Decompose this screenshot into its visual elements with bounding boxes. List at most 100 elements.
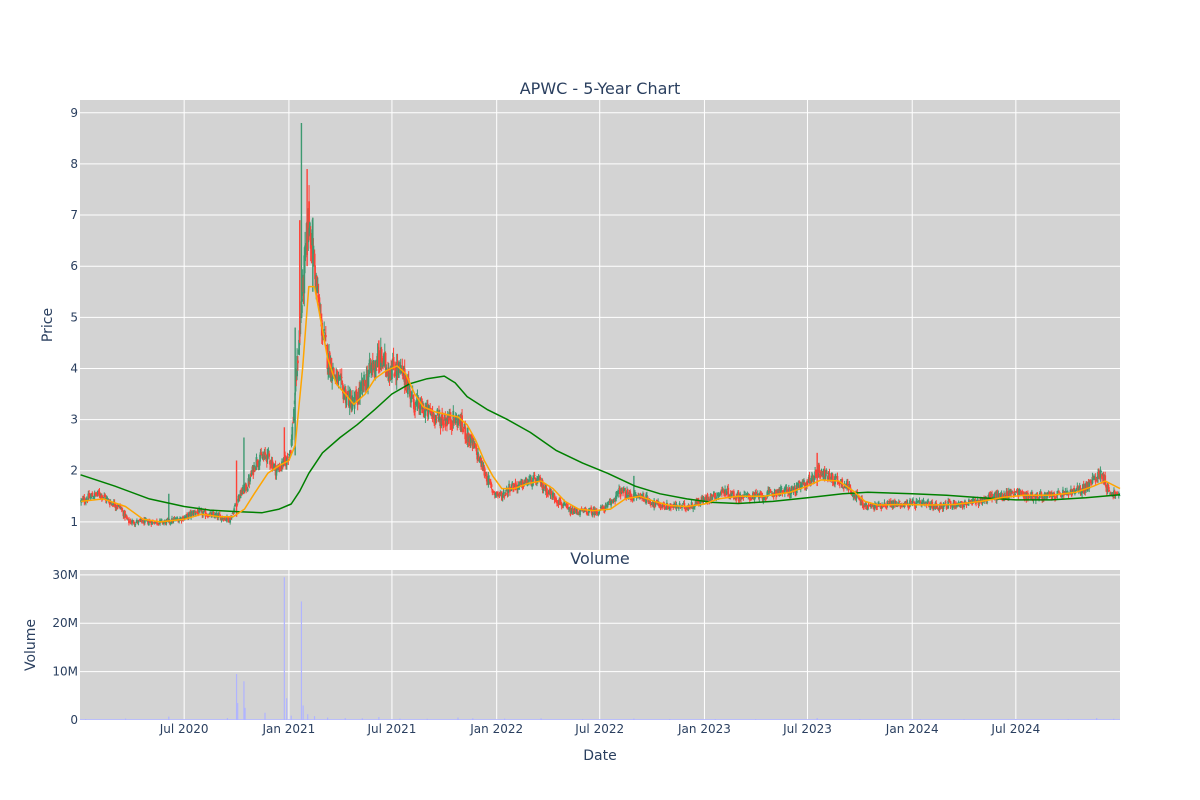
candle-body [160, 519, 163, 521]
candle-body [612, 500, 615, 502]
candle-body [380, 349, 383, 363]
candle-body [288, 453, 291, 456]
candle-body [828, 473, 831, 479]
candle-body [346, 392, 349, 394]
candle-body [756, 493, 759, 496]
candle-body [405, 376, 408, 391]
candle-body [477, 452, 479, 460]
candle-body [911, 500, 914, 504]
candle-body [429, 407, 432, 414]
candle-body [579, 510, 581, 516]
candle-body [273, 464, 275, 470]
candle-body [1118, 495, 1121, 497]
candle-body [418, 401, 420, 410]
candle-body [850, 489, 852, 495]
candle-body [952, 505, 954, 508]
candle-body [787, 494, 789, 496]
candle-body [617, 489, 620, 495]
candle-body [905, 501, 908, 504]
candle-body [202, 510, 205, 512]
candle-body [457, 414, 460, 418]
candle-body [355, 392, 357, 394]
candle-body [108, 502, 111, 506]
candle-body [120, 509, 123, 511]
candle-body [485, 473, 488, 482]
candle-body [434, 421, 436, 425]
candle-body [731, 491, 734, 494]
candle-body [327, 367, 330, 373]
candle-body [825, 469, 828, 474]
candle-body [484, 473, 487, 475]
candle-body [529, 475, 532, 481]
candle-body [936, 506, 938, 508]
candle-body [1044, 492, 1047, 496]
candle-body [451, 423, 454, 428]
candle-body [722, 490, 725, 493]
candle-body [212, 511, 215, 516]
candle-body [940, 503, 942, 509]
candle-body [292, 421, 295, 424]
candle-body [193, 511, 196, 513]
candle-body [475, 446, 478, 452]
candle-body [1113, 491, 1116, 498]
candle-body [916, 501, 919, 504]
candle-body [446, 420, 448, 427]
candle-body [925, 502, 928, 506]
candle-body [440, 418, 443, 427]
candle-body [528, 479, 530, 482]
candle-body [477, 456, 480, 461]
candle-body [1091, 476, 1094, 484]
candle-body [229, 518, 232, 523]
candle-body [289, 450, 292, 454]
candle-body [532, 477, 534, 486]
candle-body [858, 498, 860, 499]
candle-body [849, 484, 852, 488]
candle-body [1011, 491, 1014, 493]
price-axis-title: Price [40, 308, 56, 342]
candle-body [903, 504, 906, 507]
candle-body [324, 335, 327, 338]
candle-body [1056, 491, 1059, 496]
candle-body [457, 419, 459, 426]
candle-body [240, 489, 243, 496]
candle-body [599, 506, 602, 509]
candle-body [811, 475, 813, 482]
candle-body [634, 494, 637, 497]
price-tick-label: 9 [70, 106, 78, 120]
candle-body [919, 500, 922, 502]
candle-body [873, 506, 875, 510]
candle-body [967, 504, 970, 506]
candle-body [264, 452, 267, 455]
candle-body [894, 501, 897, 507]
candle-body [693, 506, 695, 508]
candle-body [1104, 475, 1107, 484]
candle-body [654, 502, 657, 505]
candle-body [224, 517, 227, 520]
candle-body [1023, 497, 1026, 500]
candle-body [376, 353, 379, 368]
candle-body [957, 502, 960, 504]
candle-body [194, 513, 197, 515]
candle-body [963, 505, 966, 508]
candle-body [999, 494, 1002, 498]
candle-body [591, 512, 594, 516]
candle-body [463, 423, 466, 428]
candle-body [797, 482, 800, 488]
candle-body [338, 376, 341, 380]
candle-body [826, 473, 828, 474]
candle-body [732, 491, 735, 499]
candle-body [719, 492, 722, 494]
candle-body [702, 496, 705, 501]
candle-body [230, 517, 232, 520]
candle-body [140, 519, 143, 522]
candle-body [993, 493, 996, 499]
candle-body [1050, 493, 1053, 500]
candle-body [1031, 494, 1034, 501]
candle-body [200, 509, 203, 511]
candle-body [351, 403, 353, 411]
candle-body [120, 507, 122, 509]
candle-body [1046, 493, 1049, 495]
candle-body [393, 373, 396, 377]
volume-subplot-title: Volume [570, 549, 630, 568]
candle-body [1096, 477, 1099, 482]
